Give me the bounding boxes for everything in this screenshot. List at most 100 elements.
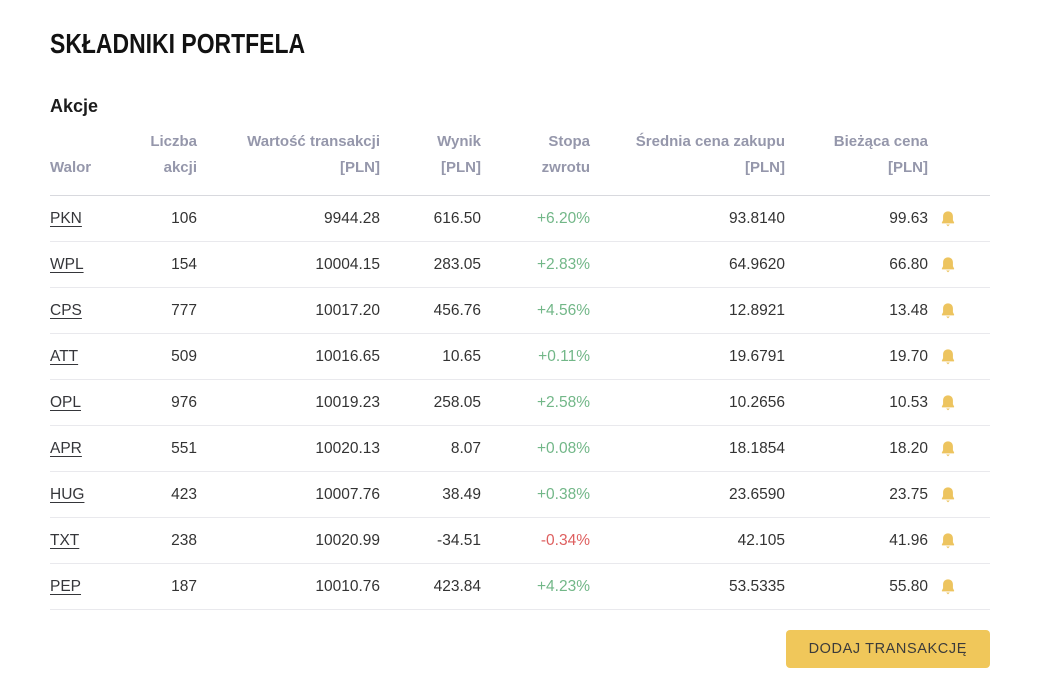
cell-result: 258.05: [380, 379, 481, 426]
cell-share-count: 187: [110, 563, 197, 610]
cell-avg-buy-price: 10.2656: [590, 379, 785, 426]
cell-price-alert: [928, 241, 962, 288]
ticker-link[interactable]: PEP: [50, 577, 82, 595]
column-header-label: Stopa: [548, 133, 590, 150]
table-row: ATT 509 10016.65 10.65 +0.11% 19.6791 19…: [50, 333, 990, 380]
cell-return-rate: +0.08%: [481, 425, 590, 472]
cell-current-price: 23.75: [785, 471, 928, 518]
cell-avg-buy-price: 64.9620: [590, 241, 785, 288]
row-menu-kebab-icon[interactable]: [972, 216, 980, 220]
cell-result: 616.50: [380, 195, 481, 242]
add-transaction-button[interactable]: DODAJ TRANSAKCJĘ: [785, 629, 990, 668]
cell-current-price: 13.48: [785, 287, 928, 334]
price-alert-bell-icon[interactable]: [938, 393, 958, 413]
cell-current-price: 41.96: [785, 517, 928, 564]
cell-avg-buy-price: 23.6590: [590, 471, 785, 518]
column-header-return-rate: Stopa zwrotu: [481, 129, 590, 196]
row-menu-kebab-icon[interactable]: [972, 492, 980, 496]
portfolio-table-body: PKN 106 9944.28 616.50 +6.20% 93.8140 99…: [50, 195, 990, 610]
cell-price-alert: [928, 287, 962, 334]
cell-row-menu: [962, 563, 990, 610]
cell-row-menu: [962, 287, 990, 334]
table-row: WPL 154 10004.15 283.05 +2.83% 64.9620 6…: [50, 241, 990, 288]
cell-ticker: CPS: [50, 287, 110, 334]
column-header-alert-spacer: [928, 129, 962, 196]
price-alert-bell-icon[interactable]: [938, 301, 958, 321]
cell-row-menu: [962, 471, 990, 518]
row-menu-kebab-icon[interactable]: [972, 354, 980, 358]
cell-avg-buy-price: 53.5335: [590, 563, 785, 610]
ticker-link[interactable]: CPS: [50, 301, 82, 319]
page-title: SKŁADNIKI PORTFELA: [50, 28, 306, 59]
column-header-share-count: Liczba akcji: [110, 129, 197, 196]
cell-return-rate: +0.38%: [481, 471, 590, 518]
ticker-link[interactable]: OPL: [50, 393, 82, 411]
ticker-link[interactable]: ATT: [50, 347, 79, 365]
portfolio-table: Walor Liczba akcji Wartość transakcji [P…: [50, 129, 990, 610]
cell-share-count: 154: [110, 241, 197, 288]
cell-price-alert: [928, 517, 962, 564]
cell-avg-buy-price: 12.8921: [590, 287, 785, 334]
column-header-transaction-value: Wartość transakcji [PLN]: [197, 129, 380, 196]
ticker-link[interactable]: PKN: [50, 209, 82, 227]
cell-share-count: 551: [110, 425, 197, 472]
cell-return-rate: +2.83%: [481, 241, 590, 288]
cell-avg-buy-price: 42.105: [590, 517, 785, 564]
column-header-label: Bieżąca cena: [833, 133, 928, 150]
cell-return-rate: +4.56%: [481, 287, 590, 334]
table-row: TXT 238 10020.99 -34.51 -0.34% 42.105 41…: [50, 517, 990, 564]
cell-share-count: 238: [110, 517, 197, 564]
price-alert-bell-icon[interactable]: [938, 255, 958, 275]
column-header-sublabel: [PLN]: [441, 159, 481, 177]
column-header-result: Wynik [PLN]: [380, 129, 481, 196]
price-alert-bell-icon[interactable]: [938, 577, 958, 597]
cell-result: 8.07: [380, 425, 481, 472]
cell-share-count: 423: [110, 471, 197, 518]
price-alert-bell-icon[interactable]: [938, 439, 958, 459]
table-row: PEP 187 10010.76 423.84 +4.23% 53.5335 5…: [50, 563, 990, 610]
column-header-sublabel: [PLN]: [888, 159, 928, 177]
cell-transaction-value: 9944.28: [197, 195, 380, 242]
row-menu-kebab-icon[interactable]: [972, 308, 980, 312]
row-menu-kebab-icon[interactable]: [972, 262, 980, 266]
cell-current-price: 19.70: [785, 333, 928, 380]
cell-price-alert: [928, 195, 962, 242]
ticker-link[interactable]: APR: [50, 439, 82, 457]
cell-result: 38.49: [380, 471, 481, 518]
cell-result: 283.05: [380, 241, 481, 288]
column-header-label: Liczba: [150, 133, 197, 150]
row-menu-kebab-icon[interactable]: [972, 538, 980, 542]
price-alert-bell-icon[interactable]: [938, 485, 958, 505]
cell-price-alert: [928, 563, 962, 610]
column-header-avg-buy-price: Średnia cena zakupu [PLN]: [590, 129, 785, 196]
cell-return-rate: +4.23%: [481, 563, 590, 610]
cell-result: 456.76: [380, 287, 481, 334]
column-header-sublabel: akcji: [163, 159, 197, 177]
ticker-link[interactable]: HUG: [50, 485, 85, 503]
section-title-stocks: Akcje: [50, 96, 99, 116]
ticker-link[interactable]: WPL: [50, 255, 84, 273]
cell-row-menu: [962, 241, 990, 288]
table-row: OPL 976 10019.23 258.05 +2.58% 10.2656 1…: [50, 379, 990, 426]
price-alert-bell-icon[interactable]: [938, 209, 958, 229]
cell-row-menu: [962, 195, 990, 242]
row-menu-kebab-icon[interactable]: [972, 400, 980, 404]
cell-share-count: 106: [110, 195, 197, 242]
price-alert-bell-icon[interactable]: [938, 347, 958, 367]
cell-result: 423.84: [380, 563, 481, 610]
cell-avg-buy-price: 93.8140: [590, 195, 785, 242]
cell-row-menu: [962, 425, 990, 472]
table-actions-bar: DODAJ TRANSAKCJĘ: [50, 629, 990, 668]
column-header-label: Średnia cena zakupu: [635, 133, 785, 150]
cell-ticker: HUG: [50, 471, 110, 518]
cell-share-count: 777: [110, 287, 197, 334]
cell-row-menu: [962, 517, 990, 564]
price-alert-bell-icon[interactable]: [938, 531, 958, 551]
cell-return-rate: +0.11%: [481, 333, 590, 380]
cell-price-alert: [928, 471, 962, 518]
row-menu-kebab-icon[interactable]: [972, 446, 980, 450]
ticker-link[interactable]: TXT: [50, 531, 80, 549]
column-header-menu-spacer: [962, 129, 990, 196]
row-menu-kebab-icon[interactable]: [972, 584, 980, 588]
cell-ticker: PEP: [50, 563, 110, 610]
